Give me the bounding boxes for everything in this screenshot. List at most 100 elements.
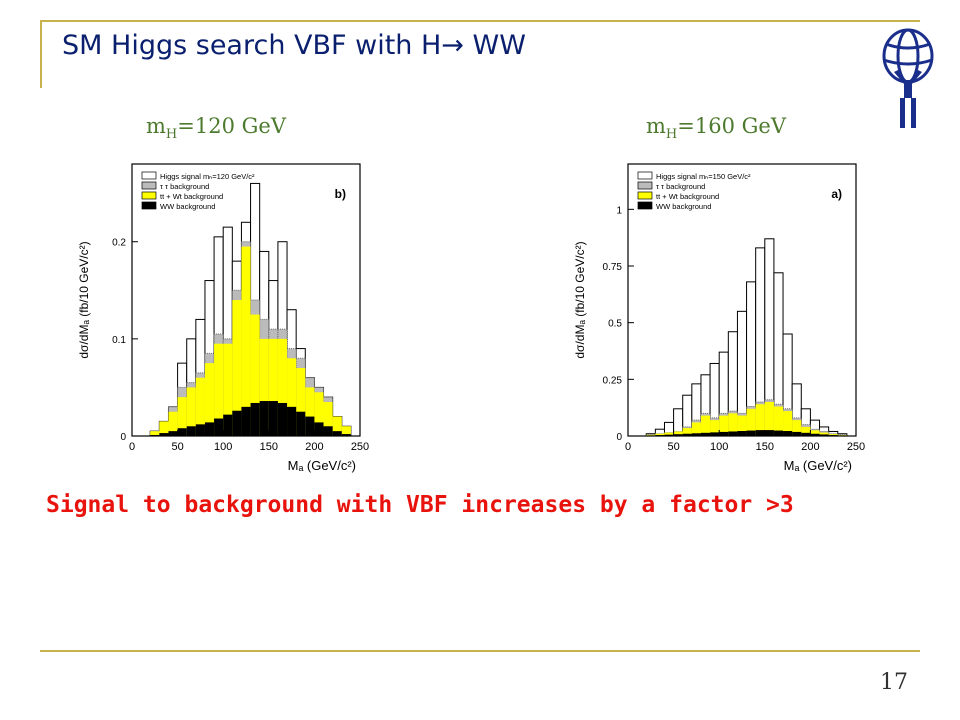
legend-swatch xyxy=(141,171,157,180)
hist-bin xyxy=(177,397,187,436)
hist-bin xyxy=(204,363,215,436)
x-axis-label: Mₐ (GeV/c²) xyxy=(288,458,356,473)
x-tick-label: 50 xyxy=(171,441,183,453)
frame-bottom-line xyxy=(40,650,920,652)
hist-bin xyxy=(250,314,260,436)
hist-bin xyxy=(223,343,233,436)
hist-bin xyxy=(664,432,674,436)
hist-bin xyxy=(764,430,774,436)
hist-bin xyxy=(710,432,720,436)
hist-bin xyxy=(195,424,205,436)
hist-bin xyxy=(746,408,756,436)
legend-label: WW background xyxy=(160,202,215,211)
mass-label-left: mH=120 GeV xyxy=(146,114,286,142)
hist-bin xyxy=(332,431,342,436)
legend-label: τ τ background xyxy=(656,182,705,191)
hist-bin xyxy=(241,406,251,436)
mass-label-right-m: m xyxy=(646,114,666,138)
hist-bin xyxy=(783,411,793,436)
hist-bin xyxy=(819,434,829,436)
atlas-logo xyxy=(882,28,934,128)
legend-label: WW background xyxy=(656,202,711,211)
x-axis-label: Mₐ (GeV/c²) xyxy=(784,458,852,473)
mass-label-left-m: m xyxy=(146,114,166,138)
hist-bin xyxy=(259,401,269,436)
x-tick-label: 250 xyxy=(847,441,865,453)
hist-bin xyxy=(691,422,701,436)
hist-bin xyxy=(341,434,351,436)
hist-bin xyxy=(700,415,711,436)
hist-bin xyxy=(314,392,324,436)
hist-bin xyxy=(655,433,665,436)
hist-bin xyxy=(186,387,196,436)
mass-label-right: mH=160 GeV xyxy=(646,114,786,142)
hist-bin xyxy=(323,426,333,436)
plot-frame xyxy=(627,163,857,437)
hist-bin xyxy=(177,428,187,436)
hist-bin xyxy=(232,300,242,436)
mass-label-left-value: =120 GeV xyxy=(177,114,286,138)
hist-bin xyxy=(223,414,233,436)
hist-bin xyxy=(737,431,747,436)
hist-bin xyxy=(783,431,793,436)
legend-label: Higgs signal mₕ=150 GeV/c² xyxy=(656,172,751,181)
legend-swatch xyxy=(141,191,157,200)
y-tick-label: 0 xyxy=(120,432,126,443)
hist-bin xyxy=(305,416,315,436)
mass-label-left-sub: H xyxy=(165,127,178,143)
x-tick-label: 200 xyxy=(801,441,819,453)
hist-bin xyxy=(691,433,701,436)
panel-tag: a) xyxy=(831,187,842,201)
hist-bin xyxy=(755,430,765,436)
hist-bin xyxy=(682,428,692,436)
hist-bin xyxy=(682,433,692,436)
hist-bin xyxy=(773,430,784,436)
hist-bin xyxy=(168,431,178,436)
hist-bin xyxy=(746,430,756,436)
conclusion-text: Signal to background with VBF increases … xyxy=(46,492,794,518)
x-tick-label: 150 xyxy=(756,441,774,453)
x-tick-label: 0 xyxy=(129,441,135,453)
legend-swatch xyxy=(637,171,653,180)
x-tick-label: 50 xyxy=(667,441,679,453)
hist-bin xyxy=(204,422,215,436)
panel-tag: b) xyxy=(335,187,346,201)
hist-bin xyxy=(792,420,802,436)
hist-bin xyxy=(314,422,324,436)
hist-bin xyxy=(195,377,205,436)
hist-ww-background xyxy=(646,430,847,436)
x-tick-label: 0 xyxy=(625,441,631,453)
mass-label-right-sub: H xyxy=(665,127,678,143)
hist-bin xyxy=(332,416,342,436)
hist-bin xyxy=(296,368,306,436)
y-tick-label: 1 xyxy=(616,205,622,216)
legend-swatch xyxy=(637,201,653,210)
hist-bin xyxy=(664,434,674,436)
y-axis-label: dσ/dMₐ (fb/10 GeV/c²) xyxy=(573,241,587,358)
legend-label: tt + Wt background xyxy=(160,192,223,201)
hist-tt-wt-background xyxy=(150,246,351,436)
hist-bin xyxy=(737,415,747,436)
hist-bin xyxy=(296,411,306,436)
page-number: 17 xyxy=(880,670,908,695)
hist-bin xyxy=(250,402,260,436)
hist-tt-wt-background xyxy=(646,402,847,436)
hist-bin xyxy=(819,432,829,436)
y-tick-label: 0.75 xyxy=(603,262,623,273)
y-tick-label: 0.5 xyxy=(608,319,622,330)
hist-bin xyxy=(700,432,711,436)
x-tick-label: 200 xyxy=(305,441,323,453)
hist-bin xyxy=(287,406,297,436)
frame-top-line xyxy=(40,20,920,22)
hist-bin xyxy=(755,404,765,436)
hist-bin xyxy=(287,358,297,436)
y-tick-label: 0.25 xyxy=(603,375,623,386)
hist-bin xyxy=(259,338,269,436)
hist-bin xyxy=(150,431,160,436)
hist-bin xyxy=(168,411,178,436)
hist-bin xyxy=(792,431,802,436)
hist-bin xyxy=(810,433,820,436)
y-axis-label: dσ/dMₐ (fb/10 GeV/c²) xyxy=(77,241,91,358)
hist-bin xyxy=(305,387,315,436)
x-tick-label: 250 xyxy=(351,441,369,453)
